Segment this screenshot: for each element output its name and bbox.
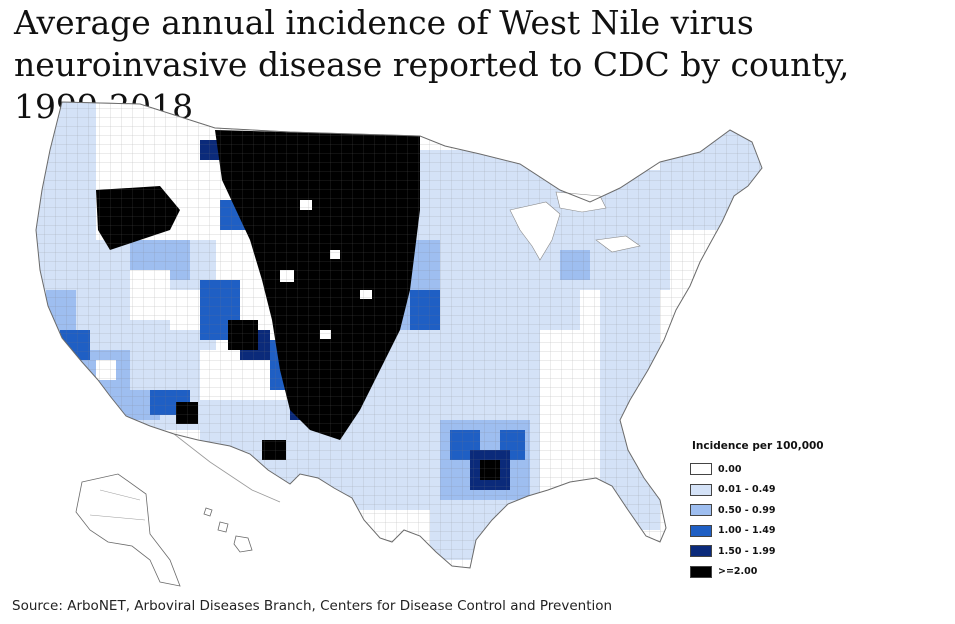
legend-title: Incidence per 100,000: [692, 440, 824, 452]
us-county-map: [35, 101, 763, 587]
alaska: [75, 473, 181, 587]
legend-swatch: [690, 524, 712, 537]
lake-erie: [595, 235, 641, 253]
mexico-border: [173, 433, 281, 503]
legend-item: 1.50 - 1.99: [690, 541, 850, 562]
legend: Incidence per 100,000 0.00 0.01 - 0.49 0…: [690, 440, 850, 582]
legend-item: 1.00 - 1.49: [690, 521, 850, 542]
lake-superior: [555, 191, 607, 213]
hawaii: [203, 507, 253, 553]
legend-label: 0.01 - 0.49: [718, 484, 776, 496]
legend-label: >=2.00: [718, 566, 758, 578]
source-note: Source: ArboNET, Arboviral Diseases Bran…: [12, 598, 613, 614]
legend-label: 0.00: [718, 463, 742, 475]
legend-label: 1.00 - 1.49: [718, 525, 776, 537]
conus-counties: [36, 102, 762, 568]
legend-label: 1.50 - 1.99: [718, 545, 776, 557]
legend-item: 0.50 - 0.99: [690, 500, 850, 521]
legend-swatch: [690, 545, 712, 558]
legend-swatch: [690, 565, 712, 578]
legend-swatch: [690, 463, 712, 476]
legend-swatch: [690, 504, 712, 517]
choropleth-map: [0, 90, 955, 600]
legend-label: 0.50 - 0.99: [718, 504, 776, 516]
map-title: Average annual incidence of West Nile vi…: [14, 3, 850, 126]
legend-swatch: [690, 483, 712, 496]
great-lakes: [509, 201, 561, 261]
legend-item: >=2.00: [690, 562, 850, 583]
legend-item: 0.00: [690, 459, 850, 480]
legend-item: 0.01 - 0.49: [690, 480, 850, 501]
